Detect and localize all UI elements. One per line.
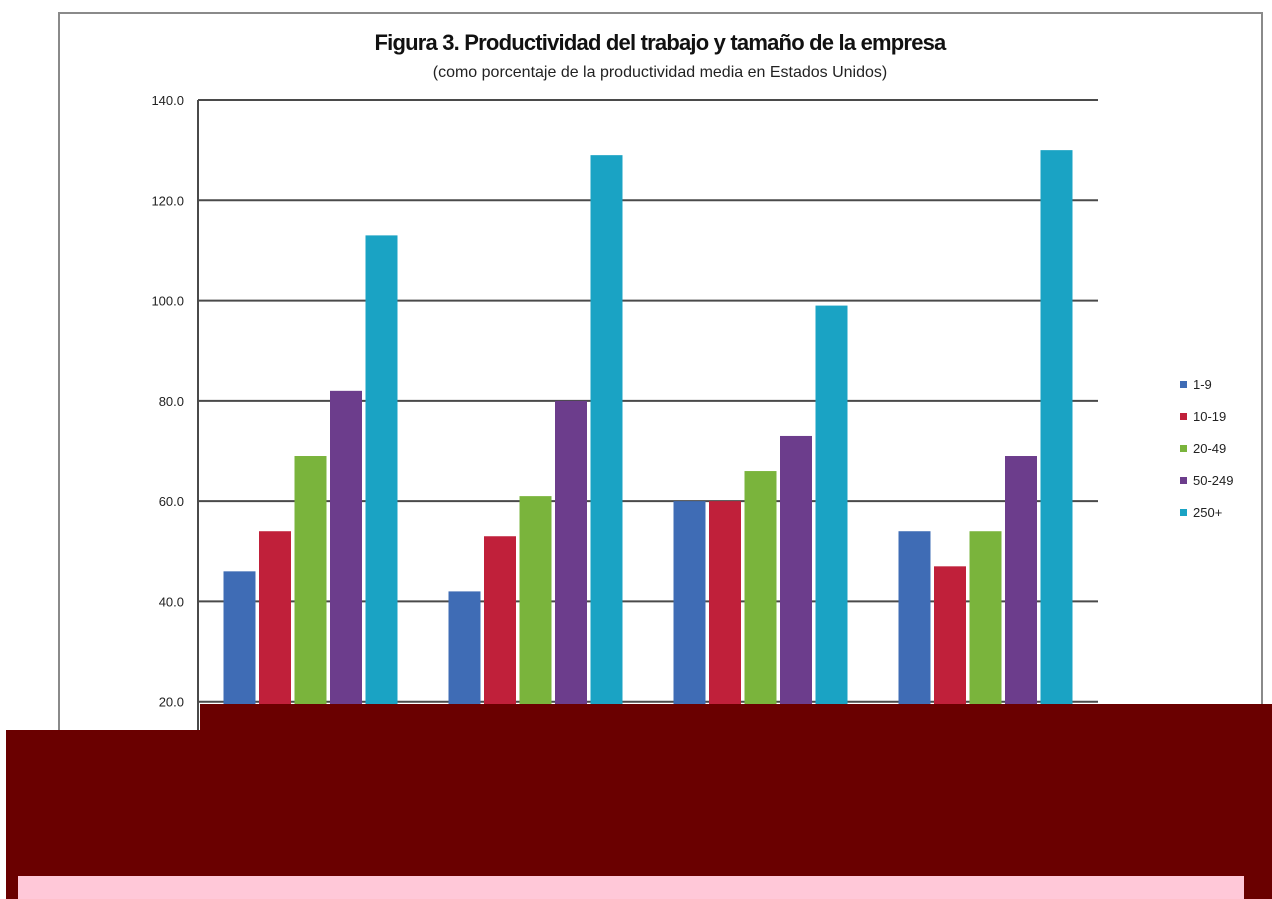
legend-swatch <box>1180 445 1187 452</box>
y-tick-label: 100.0 <box>151 294 184 309</box>
chart-title: Figura 3. Productividad del trabajo y ta… <box>374 30 947 55</box>
bar-250+ <box>1040 150 1073 803</box>
bar-250+ <box>590 155 623 802</box>
legend-swatch <box>1180 509 1187 516</box>
corrupted-region <box>18 876 1244 899</box>
legend: 1-9 10-19 20-49 50-249 250+ <box>1180 377 1233 520</box>
legend-swatch <box>1180 381 1187 388</box>
legend-label: 1-9 <box>1193 377 1212 392</box>
y-tick-label: 20.0 <box>159 695 184 710</box>
legend-swatch <box>1180 477 1187 484</box>
y-tick-label: 60.0 <box>159 494 184 509</box>
y-tick-label: 140.0 <box>151 93 184 108</box>
legend-label: 20-49 <box>1193 441 1226 456</box>
corrupted-region <box>6 730 1272 899</box>
chart-subtitle: (como porcentaje de la productividad med… <box>432 64 888 81</box>
corrupted-region <box>200 704 1272 732</box>
legend-swatch <box>1180 413 1187 420</box>
legend-label: 10-19 <box>1193 409 1226 424</box>
y-tick-label: 120.0 <box>151 193 184 208</box>
legend-label: 250+ <box>1193 505 1222 520</box>
legend-label: 50-249 <box>1193 473 1233 488</box>
y-tick-label: 40.0 <box>159 594 184 609</box>
y-tick-label: 80.0 <box>159 394 184 409</box>
y-axis: 20.0 40.0 60.0 80.0 100.0 120.0 140.0 <box>151 93 199 802</box>
